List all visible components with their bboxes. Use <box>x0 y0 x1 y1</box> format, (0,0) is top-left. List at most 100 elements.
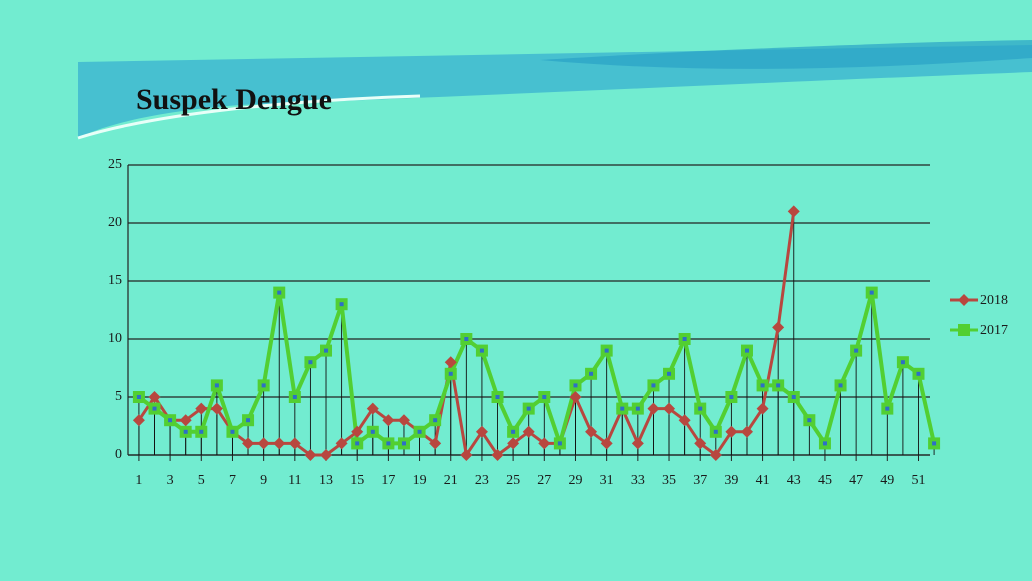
marker <box>694 437 707 450</box>
x-tick-label: 7 <box>229 473 236 488</box>
marker <box>335 437 348 450</box>
marker-dot <box>573 383 578 388</box>
marker-dot <box>822 441 827 446</box>
marker-dot <box>667 371 672 376</box>
marker-dot <box>277 290 282 295</box>
marker-dot <box>199 429 204 434</box>
marker-dot <box>355 441 360 446</box>
marker <box>585 425 598 438</box>
marker-dot <box>869 290 874 295</box>
marker-dot <box>339 302 344 307</box>
marker <box>397 414 410 427</box>
marker-dot <box>495 395 500 399</box>
x-tick-label: 15 <box>350 473 364 488</box>
marker <box>600 437 613 450</box>
marker <box>725 425 738 438</box>
marker <box>740 425 753 438</box>
x-tick-label: 5 <box>198 473 205 488</box>
series-line <box>137 290 937 446</box>
marker <box>522 425 535 438</box>
marker <box>491 449 504 461</box>
marker-dot <box>651 383 656 388</box>
x-tick-label: 21 <box>444 473 458 488</box>
marker-dot <box>854 348 859 353</box>
legend-label: 2017 <box>980 323 1008 338</box>
legend-label: 2018 <box>980 293 1008 308</box>
chart-title: Suspek Dengue <box>136 83 332 116</box>
marker <box>366 402 379 415</box>
marker <box>132 414 145 427</box>
x-tick-label: 29 <box>568 473 582 488</box>
x-tick-label: 45 <box>818 473 832 488</box>
marker <box>678 414 691 427</box>
marker <box>756 402 769 415</box>
marker-dot <box>324 348 329 353</box>
marker-dot <box>589 371 594 376</box>
x-tick-label: 49 <box>880 473 894 488</box>
marker-dot <box>807 418 812 423</box>
marker-dot <box>479 348 484 353</box>
marker-dot <box>838 383 843 388</box>
marker-dot <box>744 348 749 353</box>
x-tick-label: 47 <box>849 473 863 488</box>
marker <box>148 391 161 403</box>
x-tick-label: 11 <box>288 473 301 488</box>
y-tick-label: 20 <box>108 215 122 230</box>
x-tick-label: 9 <box>260 473 267 488</box>
marker <box>210 402 223 415</box>
marker-dot <box>308 360 313 365</box>
marker-dot <box>214 383 219 388</box>
x-tick-label: 43 <box>787 473 801 488</box>
marker-dot <box>713 429 718 434</box>
marker-dot <box>682 337 687 341</box>
marker-dot <box>246 418 251 423</box>
marker-dot <box>417 429 422 434</box>
marker <box>195 402 208 415</box>
x-tick-label: 19 <box>413 473 427 488</box>
marker-dot <box>729 395 734 399</box>
marker-dot <box>448 371 453 376</box>
marker-dot <box>900 360 905 365</box>
marker <box>538 437 551 450</box>
x-tick-label: 1 <box>135 473 142 488</box>
marker <box>460 449 473 461</box>
marker <box>179 414 192 427</box>
legend-marker <box>958 324 970 336</box>
x-tick-label: 17 <box>381 473 395 488</box>
banner-stripe <box>540 40 1032 69</box>
marker <box>429 437 442 450</box>
y-tick-label: 10 <box>108 331 122 346</box>
marker-dot <box>776 383 781 388</box>
marker-dot <box>261 383 266 388</box>
marker <box>382 414 395 427</box>
x-tick-label: 35 <box>662 473 676 488</box>
marker <box>772 321 785 334</box>
x-tick-label: 27 <box>537 473 551 488</box>
marker-dot <box>620 406 625 411</box>
y-tick-label: 25 <box>108 157 122 172</box>
y-tick-label: 15 <box>108 273 122 288</box>
marker <box>631 437 644 450</box>
marker-dot <box>152 406 157 411</box>
x-tick-label: 41 <box>756 473 770 488</box>
x-tick-label: 33 <box>631 473 645 488</box>
y-tick-label: 0 <box>115 447 122 462</box>
marker-dot <box>401 441 406 446</box>
marker-dot <box>932 441 937 446</box>
marker <box>507 437 520 450</box>
marker-dot <box>557 441 562 446</box>
marker-dot <box>791 395 796 399</box>
marker <box>787 205 800 218</box>
marker-dot <box>230 429 235 434</box>
y-tick-label: 5 <box>115 389 122 404</box>
marker-dot <box>511 429 516 434</box>
marker-dot <box>635 406 640 411</box>
marker <box>663 402 676 415</box>
marker <box>257 437 270 450</box>
banner-line <box>77 94 421 140</box>
marker-dot <box>916 371 921 376</box>
x-tick-label: 13 <box>319 473 333 488</box>
marker <box>351 425 364 438</box>
marker-dot <box>604 348 609 353</box>
